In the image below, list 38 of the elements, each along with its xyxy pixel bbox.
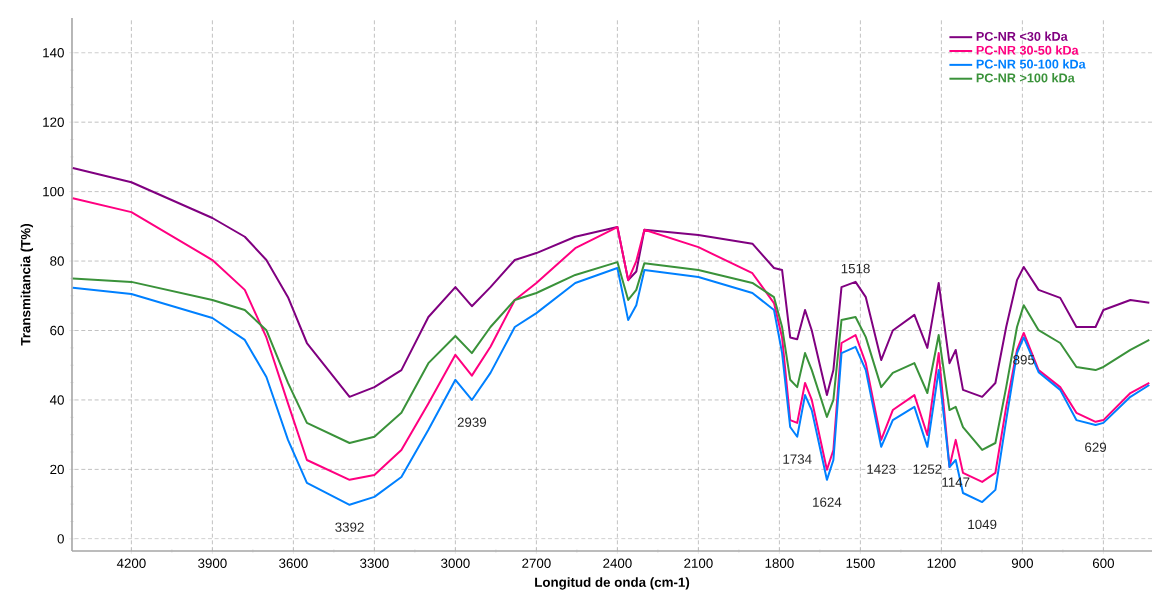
annotation: 3392	[335, 522, 364, 532]
legend-label: PC-NR 50-100 kDa	[976, 59, 1086, 69]
x-tick-label: 1200	[927, 558, 956, 568]
legend-label: PC-NR 30-50 kDa	[976, 45, 1079, 55]
line-series	[71, 167, 1151, 398]
x-tick-label: 2700	[522, 558, 551, 568]
x-tick-label: 900	[1011, 558, 1033, 568]
line-series	[71, 261, 1151, 451]
y-tick-label: 60	[50, 325, 64, 336]
annotation: 1423	[867, 464, 896, 474]
y-tick-label: 100	[43, 186, 64, 197]
x-tick-label: 1800	[765, 558, 794, 568]
y-tick-label: 80	[50, 256, 64, 266]
x-tick-label: 1500	[846, 558, 875, 568]
x-tick-label: 3000	[441, 558, 470, 568]
y-tick-label: 40	[49, 395, 64, 405]
annotation: 1734	[783, 454, 812, 464]
y-tick-label: 20	[50, 464, 64, 475]
legend-label: PC-NR <30 kDa	[976, 31, 1068, 41]
annotation: 1624	[813, 497, 842, 507]
annotation: 1252	[913, 464, 942, 474]
x-tick-label: 3900	[198, 558, 227, 568]
x-tick-label: 2100	[684, 558, 713, 568]
x-tick-label: 2400	[603, 558, 632, 568]
annotation: 1518	[841, 263, 870, 274]
y-tick-label: 0	[57, 534, 64, 544]
y-axis-title: Transmitancia (T%)	[20, 224, 34, 346]
annotation: 1049	[968, 519, 997, 530]
legend-label: PC-NR >100 kDa	[976, 73, 1075, 83]
x-tick-label: 3300	[360, 558, 389, 568]
y-tick-label: 140	[43, 48, 64, 58]
annotation: 2939	[457, 417, 487, 427]
annotation: 629	[1085, 442, 1107, 452]
x-tick-label: 4200	[116, 558, 146, 568]
x-tick-label: 600	[1092, 558, 1114, 568]
y-tick-label: 120	[43, 117, 64, 127]
x-tick-label: 3600	[279, 558, 308, 568]
x-axis-title: Longitud de onda (cm-1)	[535, 577, 690, 590]
